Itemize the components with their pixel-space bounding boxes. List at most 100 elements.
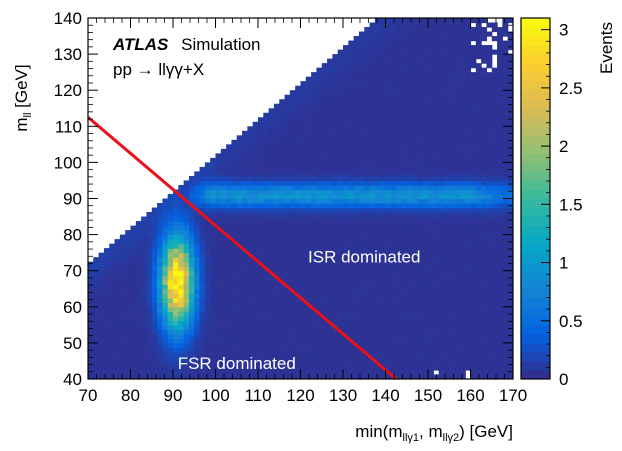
heatmap-cell	[284, 234, 291, 240]
heatmap-cell	[226, 171, 233, 177]
heatmap-cell	[343, 225, 349, 231]
heatmap-cell	[337, 85, 344, 91]
heatmap-cell	[491, 108, 498, 114]
heatmap-cell	[374, 67, 381, 73]
heatmap-cell	[454, 212, 461, 218]
heatmap-cell	[459, 374, 466, 379]
heatmap-cell	[114, 279, 121, 285]
heatmap-cell	[433, 243, 440, 249]
heatmap-cell	[242, 230, 248, 236]
heatmap-cell	[364, 85, 371, 91]
heatmap-cell	[109, 302, 116, 308]
heatmap-cell	[422, 203, 429, 209]
heatmap-cell	[194, 189, 201, 195]
heatmap-cell	[199, 216, 206, 222]
heatmap-cell	[396, 279, 403, 285]
heatmap-cell	[364, 369, 371, 376]
heatmap-cell	[332, 216, 339, 222]
heatmap-cell	[300, 356, 307, 362]
heatmap-cell	[417, 36, 424, 42]
heatmap-cell	[353, 243, 360, 249]
heatmap-cell	[433, 329, 440, 335]
heatmap-cell	[454, 22, 461, 28]
heatmap-cell	[465, 225, 472, 231]
heatmap-cell	[215, 351, 222, 358]
heatmap-cell	[417, 139, 424, 145]
heatmap-cell	[295, 198, 302, 204]
heatmap-cell	[443, 135, 450, 141]
heatmap-cell	[300, 180, 307, 186]
heatmap-cell	[390, 94, 397, 100]
heatmap-cell	[236, 252, 243, 258]
heatmap-cell	[268, 203, 275, 209]
heatmap-cell	[454, 216, 461, 222]
heatmap-cell	[236, 356, 243, 362]
heatmap-cell	[396, 248, 403, 254]
heatmap-cell	[236, 162, 243, 168]
heatmap-cell	[300, 351, 307, 358]
heatmap-cell	[109, 293, 116, 299]
heatmap-cell	[125, 279, 132, 285]
heatmap-cell	[459, 108, 466, 114]
heatmap-cell	[449, 252, 456, 258]
heatmap-cell	[263, 225, 270, 231]
heatmap-cell	[470, 374, 477, 379]
heatmap-cell	[327, 144, 333, 150]
heatmap-cell	[210, 356, 217, 362]
heatmap-cell	[337, 275, 344, 281]
heatmap-cell	[364, 27, 371, 33]
heatmap-cell	[443, 162, 450, 168]
heatmap-cell	[247, 297, 254, 303]
heatmap-cell	[289, 315, 296, 321]
heatmap-cell	[507, 306, 513, 312]
heatmap-cell	[428, 216, 434, 222]
heatmap-cell	[497, 72, 503, 78]
heatmap-cell	[481, 175, 488, 182]
heatmap-cell	[449, 333, 456, 339]
heatmap-cell	[226, 360, 233, 367]
heatmap-cell	[497, 338, 503, 344]
heatmap-cell	[438, 184, 445, 191]
heatmap-cell	[358, 193, 365, 200]
heatmap-cell	[353, 130, 360, 136]
heatmap-cell	[374, 234, 381, 240]
heatmap-cell	[369, 40, 376, 46]
heatmap-cell	[412, 342, 418, 349]
heatmap-cell	[321, 239, 328, 245]
heatmap-cell	[125, 324, 132, 330]
heatmap-cell	[204, 166, 211, 173]
heatmap-cell	[167, 221, 174, 227]
heatmap-cell	[327, 198, 333, 204]
heatmap-cell	[465, 306, 472, 312]
heatmap-cell	[279, 315, 286, 321]
heatmap-cell	[295, 121, 302, 127]
heatmap-cell	[364, 230, 371, 236]
heatmap-cell	[311, 270, 318, 276]
heatmap-cell	[167, 225, 174, 231]
heatmap-cell	[390, 85, 397, 91]
heatmap-cell	[311, 320, 318, 326]
heatmap-cell	[406, 135, 413, 141]
heatmap-cell	[268, 112, 275, 118]
heatmap-cell	[380, 297, 387, 303]
heatmap-cell	[353, 369, 360, 376]
heatmap-cell	[194, 360, 201, 367]
heatmap-cell	[311, 261, 318, 267]
heatmap-cell	[305, 180, 312, 186]
heatmap-cell	[491, 162, 498, 168]
heatmap-cell	[199, 333, 206, 339]
heatmap-cell	[188, 234, 195, 240]
heatmap-cell	[454, 198, 461, 204]
heatmap-cell	[486, 94, 493, 100]
heatmap-cell	[449, 198, 456, 204]
heatmap-cell	[300, 108, 307, 114]
heatmap-cell	[188, 252, 195, 258]
heatmap-cell	[263, 257, 270, 263]
x-tick-label: 90	[164, 386, 183, 405]
heatmap-cell	[486, 216, 493, 222]
heatmap-cell	[194, 284, 201, 290]
heatmap-cell	[316, 103, 323, 109]
heatmap-cell	[300, 288, 307, 294]
heatmap-cell	[396, 338, 403, 344]
heatmap-cell	[332, 157, 339, 163]
